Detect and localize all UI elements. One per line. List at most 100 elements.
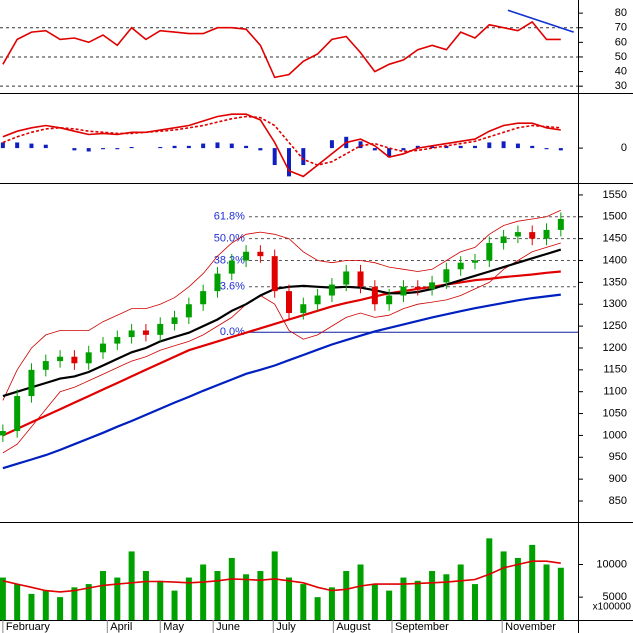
y-tick-label: 950: [609, 451, 627, 463]
candle-body: [343, 271, 350, 285]
x-tick-label: November: [505, 621, 556, 633]
y-tick-label: 1150: [603, 364, 627, 376]
y-tick-label: 1550: [603, 189, 627, 201]
histogram-bar: [86, 148, 91, 152]
volume-bar: [257, 571, 264, 620]
candle-body: [414, 286, 421, 289]
histogram-bar: [458, 145, 463, 149]
histogram-bar: [515, 143, 520, 149]
histogram-bar: [172, 145, 177, 149]
candle-body: [171, 317, 178, 324]
histogram-bar: [530, 145, 535, 149]
histogram-bar: [501, 141, 506, 149]
volume-bar: [28, 593, 35, 620]
candle-body: [357, 271, 364, 287]
y-tick-label: 5000: [603, 591, 627, 603]
histogram-bar: [43, 144, 48, 149]
candle-body: [57, 356, 64, 362]
y-tick-label: 1100: [603, 386, 627, 398]
candle-body: [71, 356, 78, 364]
histogram-bar: [329, 140, 334, 149]
rsi-line: [2, 20, 561, 79]
y-tick-label: 60: [615, 36, 627, 48]
moving-average: [2, 270, 561, 437]
histogram-bar: [29, 143, 34, 149]
volume-bar: [14, 584, 21, 620]
candle-body: [228, 260, 235, 274]
volume-bar: [400, 577, 407, 620]
volume-bar: [271, 551, 278, 620]
y-tick-label: 1350: [603, 276, 627, 288]
candle-body: [286, 291, 292, 313]
volume-bar: [185, 577, 192, 620]
y-tick-label: 30: [615, 80, 627, 92]
y-tick-label: 900: [609, 473, 627, 485]
volume-bar: [514, 557, 521, 620]
volume-bar: [386, 590, 393, 620]
histogram-bar: [415, 145, 420, 149]
volume-bar: [42, 590, 49, 620]
histogram-bar: [358, 141, 363, 149]
volume-bar: [57, 597, 64, 620]
volume-bar: [343, 571, 350, 620]
histogram-bar: [229, 143, 234, 149]
volume-average: [2, 560, 561, 593]
fib-label: 50.0%: [214, 233, 245, 245]
histogram-bar: [401, 148, 406, 151]
candle-body: [200, 291, 207, 305]
histogram-bar: [201, 143, 206, 149]
y-tick-label: 40: [615, 65, 627, 77]
y-tick-label: 1400: [603, 254, 627, 266]
volume-bar: [443, 574, 450, 620]
y-tick-label: 1300: [603, 298, 627, 310]
candle-body: [28, 369, 35, 397]
candle-body: [85, 352, 92, 364]
candle-body: [0, 431, 6, 436]
y-tick-label: 1450: [603, 233, 627, 245]
histogram-bar: [0, 142, 5, 149]
x-tick-label: April: [110, 621, 132, 633]
candle-body: [557, 218, 564, 230]
volume-bar: [328, 587, 335, 620]
candle-body: [443, 269, 450, 283]
volume-bar: [314, 597, 321, 620]
histogram-bar: [129, 146, 134, 149]
bollinger-band: [2, 209, 561, 401]
candle-body: [543, 229, 550, 239]
volume-bar: [457, 564, 464, 620]
moving-average: [2, 248, 562, 398]
candle-body: [314, 295, 321, 305]
candle-body: [14, 396, 21, 432]
histogram-bar: [472, 145, 477, 149]
candle-body: [371, 286, 378, 305]
volume-bar: [300, 584, 307, 620]
histogram-bar: [272, 148, 277, 166]
histogram-bar: [115, 148, 120, 150]
y-tick-label: 70: [615, 22, 627, 34]
x-tick-label: February: [6, 621, 51, 633]
x-tick-label: May: [163, 621, 184, 633]
volume-bar: [214, 571, 221, 620]
volume-bar: [114, 577, 121, 620]
histogram-bar: [430, 145, 435, 149]
candle-body: [514, 232, 521, 237]
candle-body: [486, 243, 493, 261]
volume-bar: [157, 580, 164, 620]
candle-body: [157, 323, 164, 335]
volume-bar: [85, 584, 92, 620]
candle-body: [42, 361, 49, 370]
volume-bar: [543, 564, 550, 620]
y-tick-label: 1000: [603, 429, 627, 441]
candle-body: [271, 256, 278, 292]
fib-label: 38.2%: [214, 254, 245, 266]
volume-bar: [100, 571, 107, 620]
candle-body: [328, 284, 335, 296]
volume-bar: [128, 551, 135, 620]
candle-body: [257, 251, 264, 257]
candle-body: [300, 304, 307, 313]
candle-body: [457, 262, 464, 270]
histogram-bar: [558, 148, 563, 151]
